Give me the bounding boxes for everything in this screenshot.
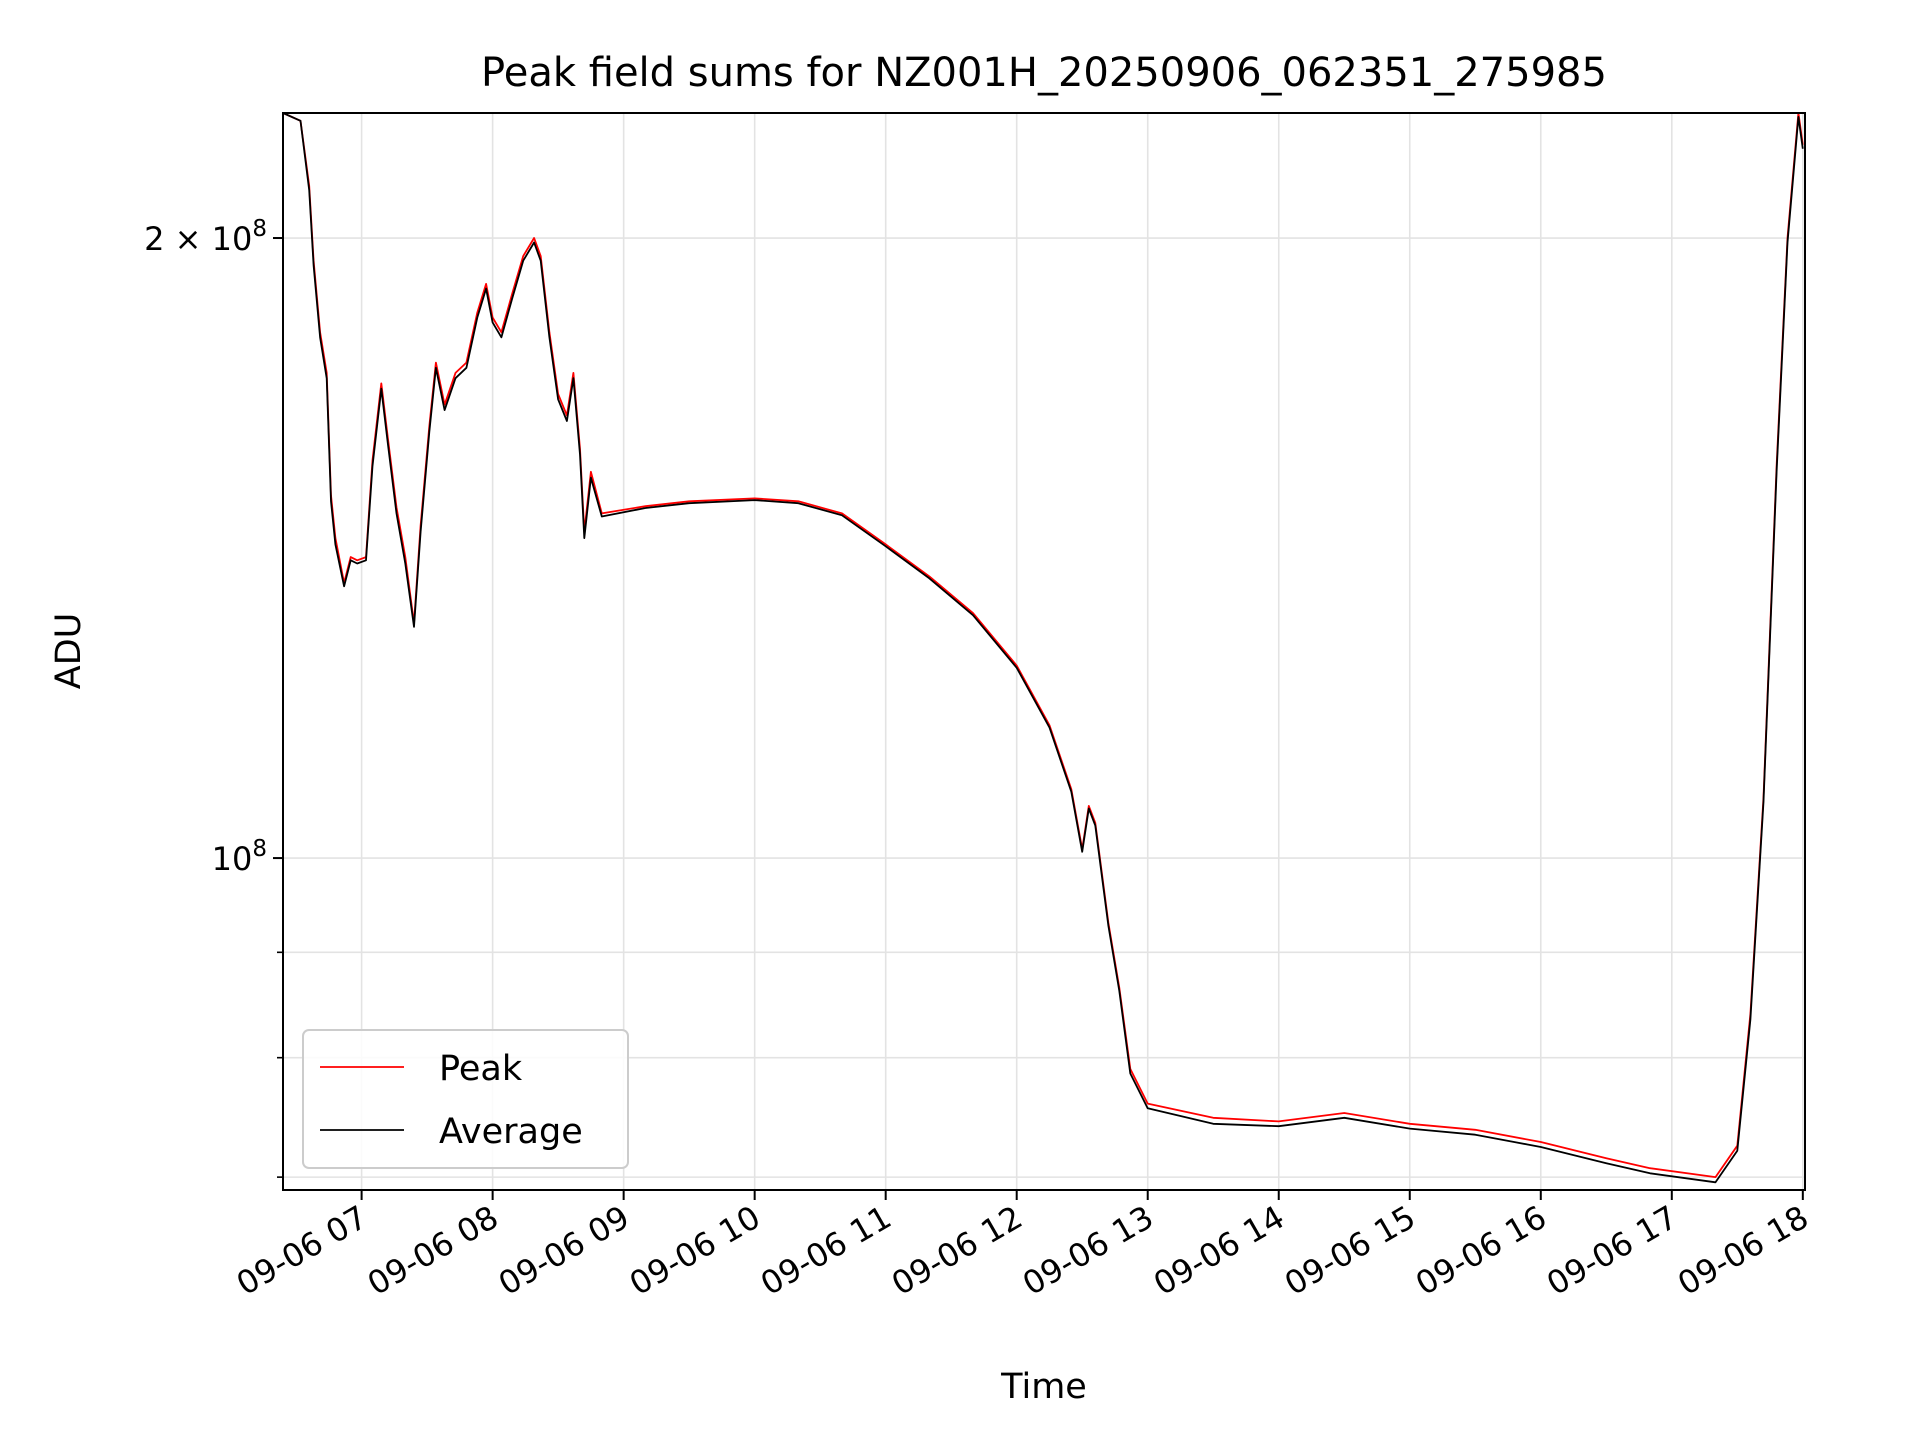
x-axis-label: Time [1000,1367,1087,1407]
y-tick-label: 108 [212,836,267,878]
y-axis-label: ADU [49,613,89,690]
x-gridlines [360,113,1804,1190]
y-tick-label: 2 × 108 [144,216,267,258]
plot-area [282,112,1804,1184]
legend-label-peak: Peak [439,1049,523,1089]
legend: Peak Average [302,1029,629,1169]
plot-frame [282,112,1806,1191]
y-axis-ticks: 2 × 108 108 [144,216,283,1178]
legend-label-average: Average [439,1112,583,1152]
chart-title: Peak field sums for NZ001H_20250906_0623… [481,50,1607,96]
series-line-average [282,112,1804,1184]
legend-box [302,1029,629,1169]
